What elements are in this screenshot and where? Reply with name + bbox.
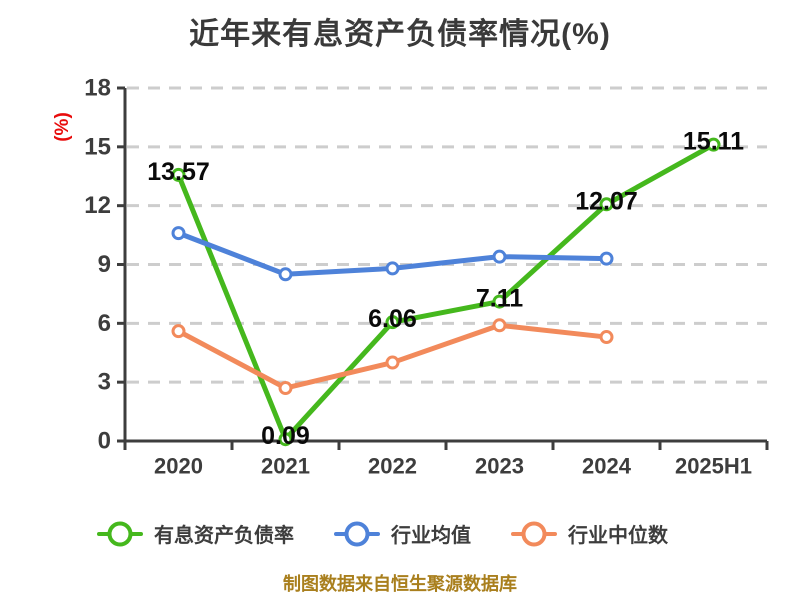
data-label: 13.57 bbox=[147, 158, 210, 186]
x-tick-label: 2024 bbox=[582, 454, 632, 479]
data-point-marker bbox=[599, 251, 614, 266]
legend-item-series-2: 行业中位数 bbox=[511, 519, 668, 548]
data-label: 0.09 bbox=[261, 422, 310, 450]
legend-line-marker-icon bbox=[334, 520, 380, 547]
y-tick-label: 3 bbox=[98, 369, 111, 396]
data-label: 7.11 bbox=[476, 285, 523, 313]
data-point-marker bbox=[385, 315, 400, 330]
data-point-marker bbox=[385, 355, 400, 370]
data-label: 6.06 bbox=[368, 305, 417, 333]
chart-footer: 制图数据来自恒生聚源数据库 bbox=[283, 574, 517, 594]
legend-label: 行业均值 bbox=[391, 525, 471, 547]
legend-line-marker-icon bbox=[511, 520, 557, 547]
data-point-marker bbox=[492, 249, 507, 264]
x-tick-label: 2020 bbox=[154, 454, 203, 479]
legend: 有息资产负债率 行业均值 行业中位数 bbox=[97, 519, 668, 548]
data-label: 15.11 bbox=[683, 128, 744, 156]
y-tick-label: 6 bbox=[98, 310, 111, 337]
y-tick-label: 9 bbox=[98, 251, 111, 278]
x-tick-label: 2025H1 bbox=[675, 454, 752, 479]
x-tick-label: 2021 bbox=[261, 454, 310, 479]
data-point-marker bbox=[706, 137, 721, 152]
legend-label: 有息资产负债率 bbox=[154, 525, 294, 547]
data-label: 12.07 bbox=[575, 187, 638, 215]
data-point-marker bbox=[385, 261, 400, 276]
data-point-marker bbox=[599, 330, 614, 345]
x-tick-label: 2022 bbox=[368, 454, 417, 479]
x-tick-label: 2023 bbox=[475, 454, 524, 479]
series-line-0 bbox=[176, 142, 716, 442]
y-tick-label: 15 bbox=[84, 133, 111, 160]
legend-line-marker-icon bbox=[97, 520, 143, 547]
data-point-marker bbox=[492, 318, 507, 333]
y-tick-label: 18 bbox=[84, 75, 111, 102]
data-point-marker bbox=[171, 324, 186, 339]
legend-item-series-1: 行业均值 bbox=[334, 519, 471, 548]
data-point-marker bbox=[599, 197, 614, 212]
data-point-marker bbox=[278, 381, 293, 396]
legend-label: 行业中位数 bbox=[568, 525, 668, 547]
chart-title: 近年来有息资产负债率情况(%) bbox=[189, 18, 611, 51]
y-tick-label: 12 bbox=[84, 192, 111, 219]
y-tick-label: 0 bbox=[98, 428, 111, 455]
legend-item-series-0: 有息资产负债率 bbox=[97, 519, 294, 548]
data-point-marker bbox=[492, 294, 507, 309]
data-point-marker bbox=[278, 267, 293, 282]
data-point-marker bbox=[171, 167, 186, 182]
data-point-marker bbox=[278, 432, 293, 447]
data-point-marker bbox=[171, 226, 186, 241]
